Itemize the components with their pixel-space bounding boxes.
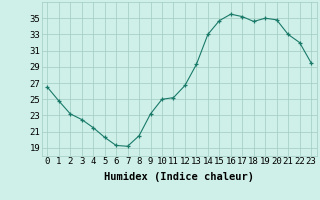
X-axis label: Humidex (Indice chaleur): Humidex (Indice chaleur) xyxy=(104,172,254,182)
